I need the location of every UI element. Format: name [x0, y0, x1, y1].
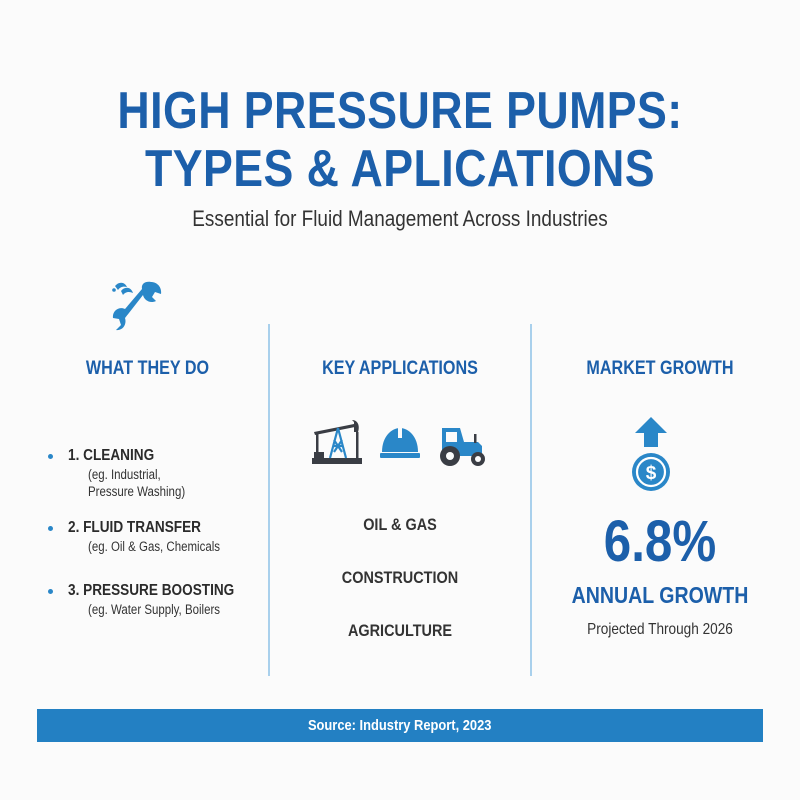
item-desc: (eg. Oil & Gas, Chemicals: [88, 539, 221, 554]
title-line-2: TYPES & APLICATIONS: [144, 140, 656, 198]
oil-pumpjack-icon: [312, 420, 362, 464]
dollar-arrow-up-icon: $: [632, 417, 670, 491]
column-divider: [530, 324, 532, 676]
item-title: 3. PRESSURE BOOSTING: [68, 582, 235, 599]
hard-hat-icon: [380, 426, 420, 458]
list-item: 1. CLEANING (eg. Industrial, Pressure Wa…: [48, 446, 268, 500]
application-oil-gas: OIL & GAS: [363, 515, 437, 534]
page-subtitle: Essential for Fluid Management Across In…: [192, 206, 608, 231]
item-desc: (eg. Industrial, Pressure Washing): [88, 467, 186, 499]
item-desc: (eg. Water Supply, Boilers: [88, 602, 221, 617]
column-divider: [268, 324, 270, 676]
tractor-icon: [440, 428, 485, 466]
source-text: Source: Industry Report, 2023: [308, 717, 492, 734]
page-title: HIGH PRESSURE PUMPS: TYPES & APLICATIONS: [56, 82, 744, 198]
market-growth-heading: MARKET GROWTH: [586, 358, 734, 379]
svg-text:$: $: [646, 463, 657, 484]
source-footer: Source: Industry Report, 2023: [37, 709, 763, 742]
application-icons: [312, 420, 485, 466]
list-item: 2. FLUID TRANSFER (eg. Oil & Gas, Chemic…: [48, 518, 268, 555]
title-line-1: HIGH PRESSURE PUMPS:: [117, 82, 683, 140]
what-they-do-list: 1. CLEANING (eg. Industrial, Pressure Wa…: [48, 446, 268, 636]
application-agriculture: AGRICULTURE: [347, 621, 453, 640]
list-item: 3. PRESSURE BOOSTING (eg. Water Supply, …: [48, 581, 268, 618]
what-they-do-heading: WHAT THEY DO: [85, 358, 210, 379]
bullet-icon: [48, 589, 53, 594]
item-title: 2. FLUID TRANSFER: [68, 519, 201, 536]
bullet-icon: [48, 526, 53, 531]
application-construction: CONSTRUCTION: [341, 568, 459, 587]
key-applications-heading: KEY APPLICATIONS: [322, 358, 478, 379]
growth-value: 6.8%: [603, 509, 717, 574]
growth-label: ANNUAL GROWTH: [571, 582, 749, 608]
wrench-water-icon: [112, 281, 162, 331]
growth-note: Projected Through 2026: [587, 621, 733, 638]
bullet-icon: [48, 454, 53, 459]
item-title: 1. CLEANING: [68, 447, 155, 464]
